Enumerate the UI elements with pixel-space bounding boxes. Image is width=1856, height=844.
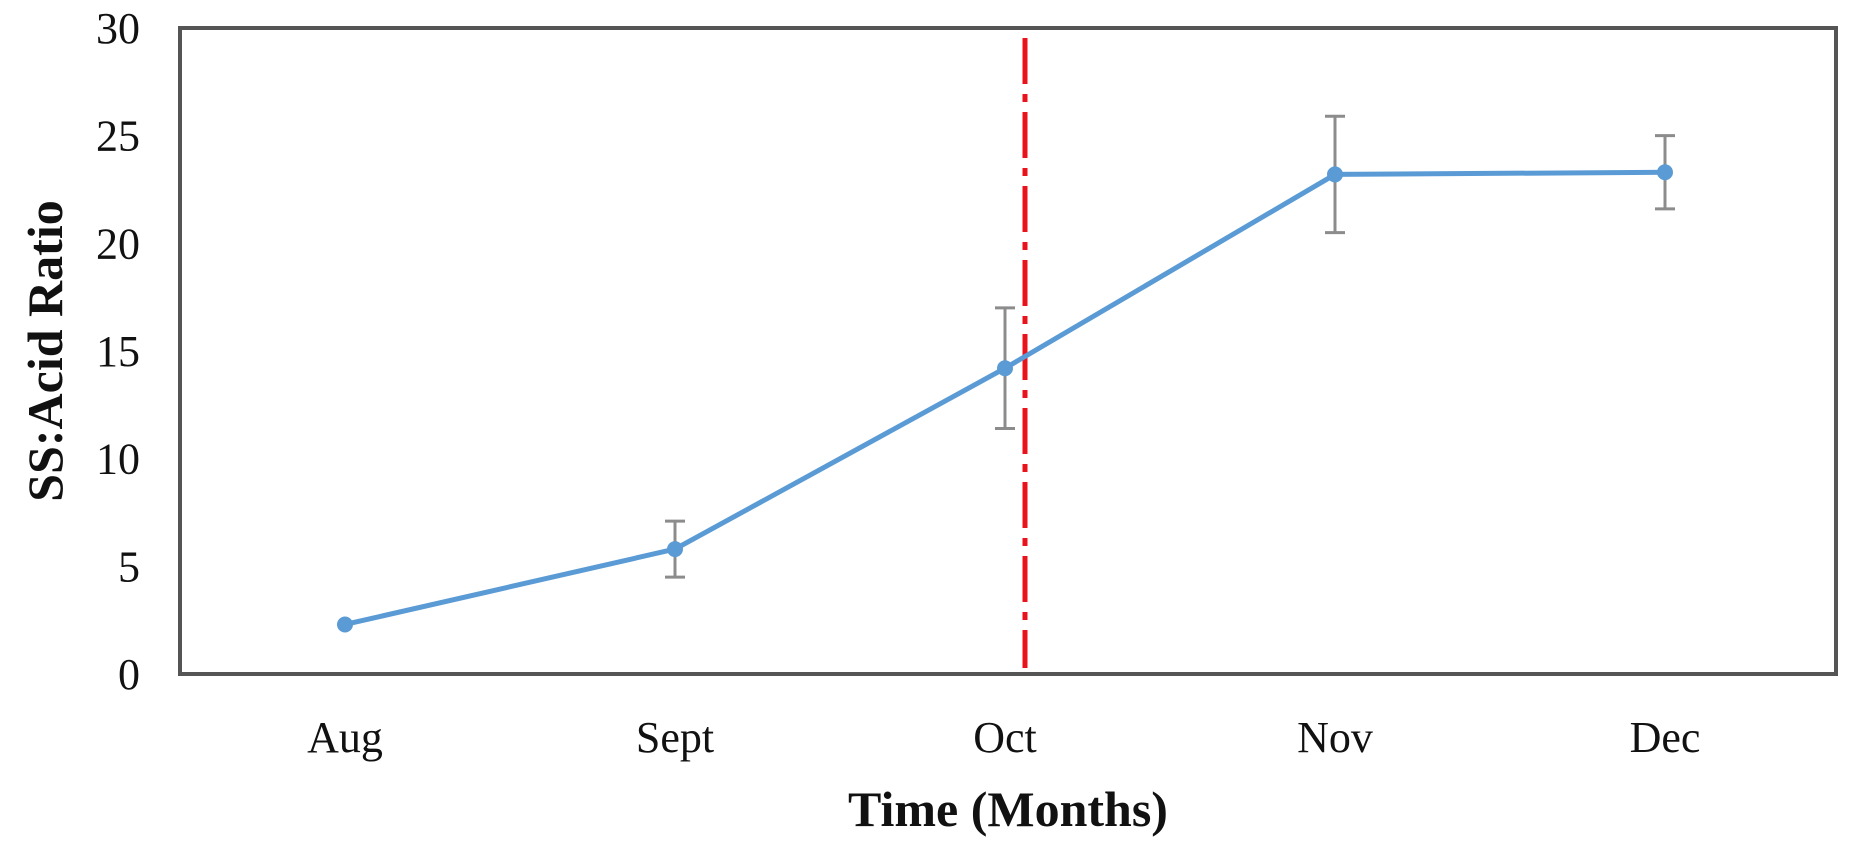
- y-tick-label: 10: [96, 435, 140, 484]
- x-axis-title: Time (Months): [848, 781, 1168, 837]
- plot-frame: [178, 26, 1838, 676]
- y-tick-label: 20: [96, 219, 140, 268]
- error-bars: [665, 114, 1675, 579]
- data-point: [1657, 164, 1673, 181]
- y-axis-ticks: 0 5 10 15 20 25 30: [96, 4, 140, 699]
- y-tick-label: 30: [96, 4, 140, 53]
- data-point: [997, 360, 1013, 377]
- x-tick-label: Aug: [307, 713, 383, 762]
- x-tick-label: Sept: [636, 713, 714, 762]
- data-point: [337, 616, 353, 633]
- x-axis-ticks: Aug Sept Oct Nov Dec: [307, 713, 1700, 762]
- x-tick-label: Dec: [1630, 713, 1701, 762]
- y-tick-label: 15: [96, 327, 140, 376]
- y-tick-label: 5: [118, 542, 140, 591]
- data-point: [667, 541, 683, 558]
- y-axis-title: SS:Acid Ratio: [17, 200, 73, 501]
- data-point: [1327, 166, 1343, 183]
- y-tick-label: 0: [118, 650, 140, 699]
- x-tick-label: Nov: [1297, 713, 1373, 762]
- x-tick-label: Oct: [973, 713, 1037, 762]
- data-points: [337, 164, 1673, 633]
- y-tick-label: 25: [96, 112, 140, 161]
